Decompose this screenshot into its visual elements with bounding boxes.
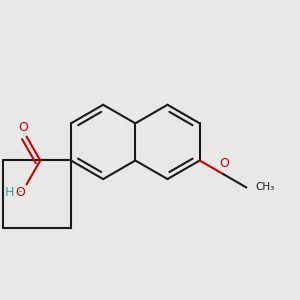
Text: CH₃: CH₃ <box>256 182 275 192</box>
Text: -: - <box>18 185 22 198</box>
Text: O: O <box>18 121 28 134</box>
Text: H: H <box>5 186 14 199</box>
Text: O: O <box>15 186 25 199</box>
Text: O: O <box>219 157 229 170</box>
